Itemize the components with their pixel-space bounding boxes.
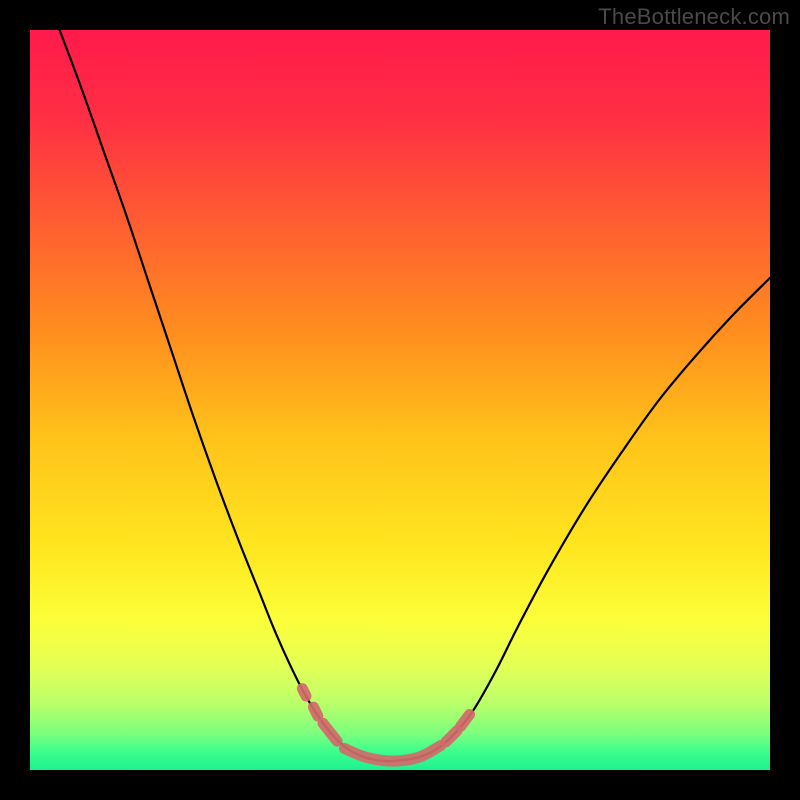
bottleneck-plot (0, 0, 800, 800)
accent-mark-4 (446, 731, 457, 742)
chart-stage: TheBottleneck.com (0, 0, 800, 800)
watermark-label: TheBottleneck.com (598, 4, 790, 30)
accent-mark-0 (302, 689, 306, 696)
accent-mark-5 (461, 715, 470, 727)
accent-mark-1 (313, 707, 317, 716)
